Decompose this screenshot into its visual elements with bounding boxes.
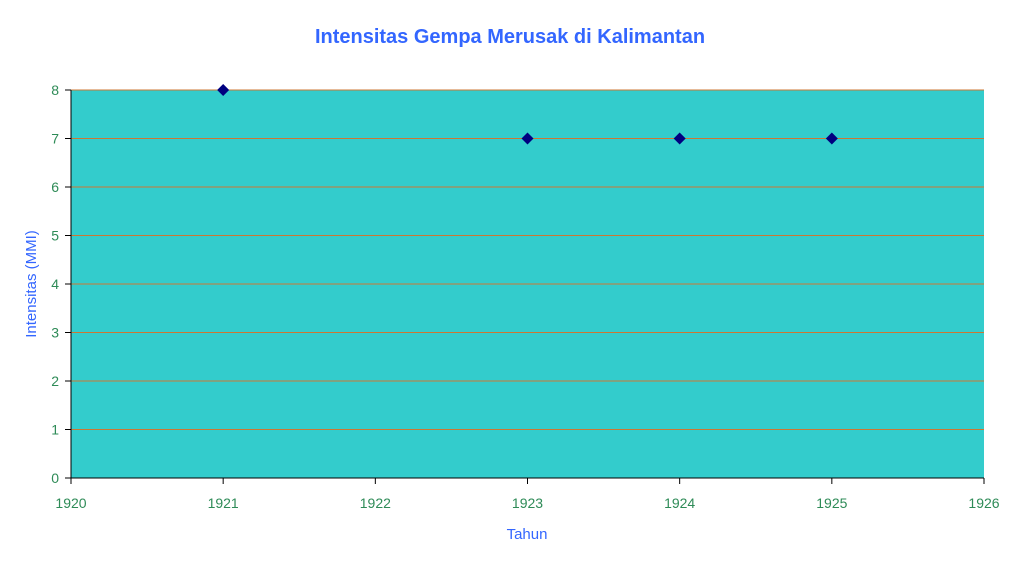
x-tick-label: 1924 <box>664 495 695 511</box>
data-point-marker <box>521 132 534 145</box>
y-tick-label: 2 <box>51 373 59 389</box>
y-tick-label: 7 <box>51 131 59 147</box>
x-tick-label: 1926 <box>968 495 999 511</box>
y-axis-title: Intensitas (MMI) <box>23 230 40 338</box>
x-tick-label: 1923 <box>512 495 543 511</box>
y-tick-label: 5 <box>51 228 59 244</box>
x-axis-title: Tahun <box>507 526 548 543</box>
y-tick-label: 6 <box>51 179 59 195</box>
y-tick-label: 0 <box>51 470 59 486</box>
y-tick-label: 8 <box>51 82 59 98</box>
data-point-marker <box>217 84 230 96</box>
x-axis-ticks: 1920 1921 1922 1923 1924 1925 1926 <box>55 478 1000 511</box>
y-tick-label: 4 <box>51 276 59 292</box>
x-tick-label: 1920 <box>55 495 86 511</box>
x-tick-label: 1925 <box>816 495 847 511</box>
data-point-marker <box>825 132 838 145</box>
y-tick-label: 3 <box>51 325 59 341</box>
chart-title: Intensitas Gempa Merusak di Kalimantan <box>315 26 705 48</box>
x-tick-label: 1921 <box>208 495 239 511</box>
y-tick-label: 1 <box>51 422 59 438</box>
y-axis-ticks: 0 1 2 3 4 5 6 7 8 <box>51 82 71 486</box>
x-tick-label: 1922 <box>360 495 391 511</box>
data-markers <box>217 84 838 145</box>
data-point-marker <box>673 132 686 145</box>
